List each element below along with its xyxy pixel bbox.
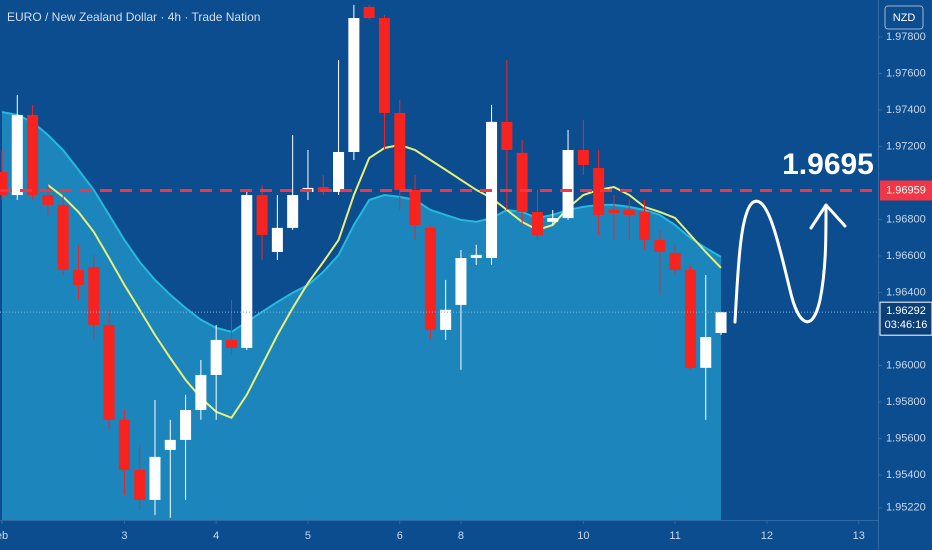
drawn-curve [733, 199, 828, 324]
candle-body [394, 112, 406, 190]
x-tick-label: 12 [761, 530, 773, 542]
y-tick-label: 1.96400 [886, 286, 926, 298]
plot-area [0, 4, 727, 520]
x-tick-label: 10 [577, 530, 589, 542]
candle-body [654, 239, 666, 252]
candle-body [287, 195, 299, 228]
candle-body [57, 204, 69, 271]
candle-body [409, 189, 421, 225]
target-label-box [880, 180, 932, 201]
candle-body [333, 151, 345, 192]
candle-body [0, 172, 8, 196]
y-tick-label: 1.97800 [886, 31, 926, 43]
candle-body [639, 212, 651, 240]
candle-body [241, 195, 253, 348]
candle-body [134, 470, 146, 500]
candle-body [715, 312, 727, 333]
candle-body [42, 195, 54, 205]
candle-body [669, 252, 681, 271]
candle-body [378, 18, 390, 113]
candle-body [271, 227, 283, 252]
drawn-arrow-head [809, 203, 847, 230]
x-tick-label: 3 [121, 530, 127, 542]
y-tick-label: 1.97400 [886, 104, 926, 116]
x-tick-label: 13 [853, 530, 865, 542]
candle-body [88, 266, 100, 325]
y-tick-label: 1.96000 [886, 359, 926, 371]
candle-body [577, 149, 589, 165]
x-tick-label: 4 [213, 530, 219, 542]
candle-body [210, 339, 222, 375]
x-tick-label: 8 [458, 530, 464, 542]
x-tick-label: 5 [305, 530, 311, 542]
candle-body [531, 212, 543, 236]
candle-body [424, 227, 436, 330]
y-tick-label: 1.95220 [886, 502, 926, 514]
candle-body [103, 324, 115, 420]
y-tick-label: 1.95400 [886, 469, 926, 481]
candle-body [348, 18, 360, 152]
candle-body [547, 218, 559, 222]
currency: NZD [893, 12, 916, 24]
y-tick-label: 1.97200 [886, 140, 926, 152]
candle-body [516, 152, 528, 213]
candle-body [195, 374, 207, 410]
candle-body [225, 339, 237, 348]
countdown: 03:46:16 [885, 319, 928, 331]
candle-body [684, 270, 696, 368]
candle-body [593, 168, 605, 215]
candle-body [501, 121, 513, 150]
candle-body [149, 456, 161, 500]
candle-body [118, 419, 130, 471]
y-tick-label: 1.95600 [886, 432, 926, 444]
candle-body [164, 439, 176, 450]
candle-body [11, 114, 23, 196]
candle-body [440, 309, 452, 330]
x-tick-label: 6 [397, 530, 403, 542]
candle-body [72, 270, 84, 285]
candle-body [608, 210, 620, 213]
candle-body [256, 195, 268, 236]
y-tick-label: 1.97600 [886, 67, 926, 79]
x-tick-label: eb [0, 530, 8, 542]
chart-title: EURO / New Zealand Dollar · 4h · Trade N… [7, 10, 260, 24]
candle-body [180, 409, 192, 440]
target-label: 1.96959 [886, 184, 926, 196]
annotation: 1.9695 [782, 148, 874, 181]
y-tick-label: 1.96800 [886, 213, 926, 225]
last-price-label: 1.96292 [886, 305, 926, 317]
currency-box[interactable] [884, 5, 924, 30]
candle-body [562, 149, 574, 219]
candle-body [470, 254, 482, 258]
last-price-box [879, 301, 932, 336]
candle-body [700, 336, 712, 368]
y-tick-label: 1.95800 [886, 396, 926, 408]
candle-body [363, 6, 375, 19]
candle-body [455, 257, 467, 305]
y-tick-label: 1.96600 [886, 250, 926, 262]
x-tick-label: 11 [669, 530, 680, 542]
candle-body [27, 114, 39, 196]
candle-body [623, 210, 635, 215]
